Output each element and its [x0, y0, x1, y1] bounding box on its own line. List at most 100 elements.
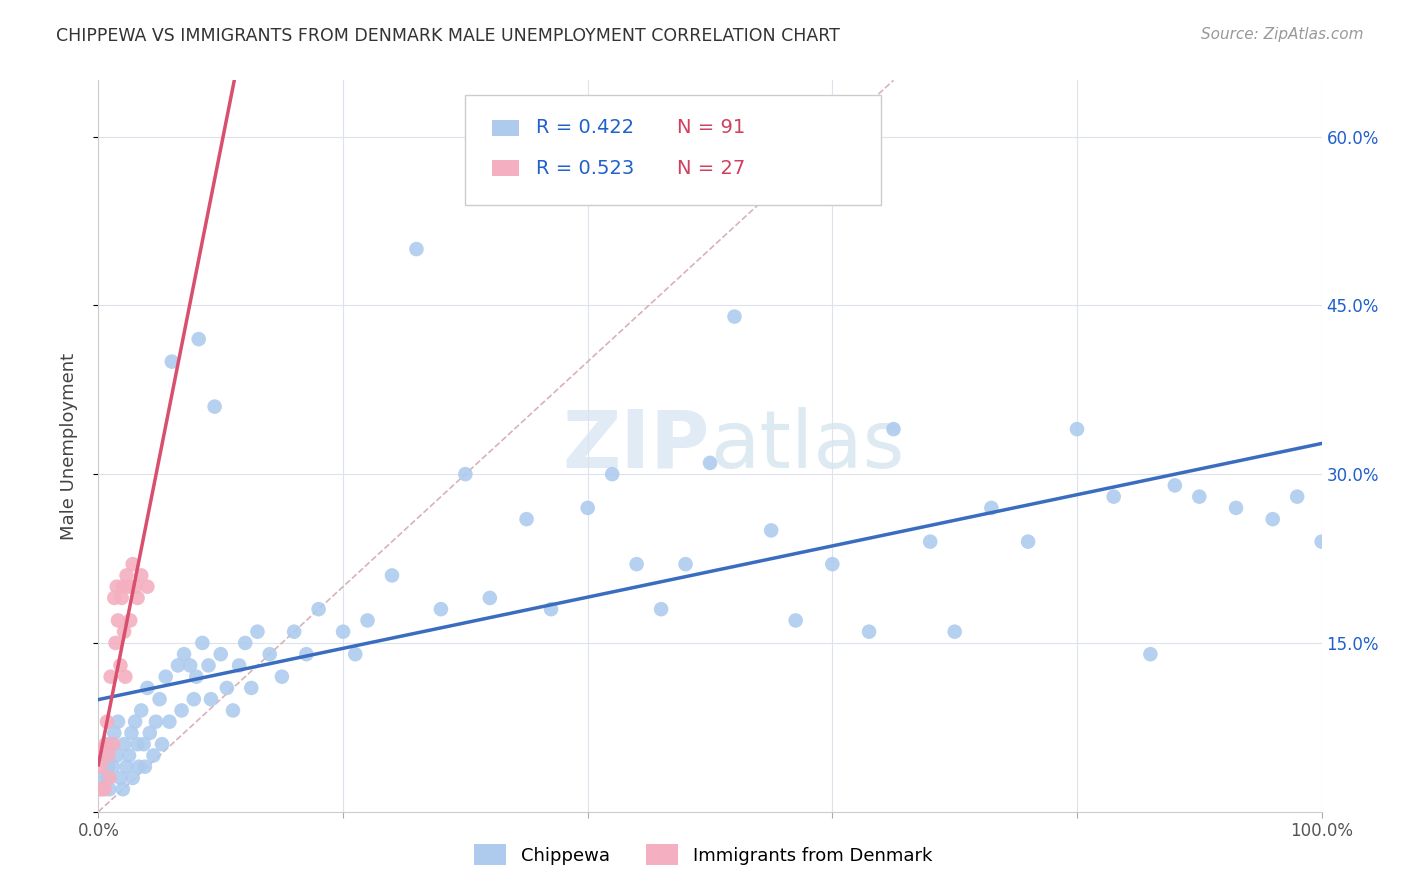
Point — [222, 703, 245, 717]
Point — [1102, 490, 1125, 504]
Point — [103, 726, 125, 740]
Legend: Chippewa, Immigrants from Denmark: Chippewa, Immigrants from Denmark — [465, 835, 941, 874]
Point — [129, 703, 152, 717]
FancyBboxPatch shape — [465, 95, 882, 204]
Point — [332, 624, 354, 639]
Point — [110, 658, 132, 673]
Point — [111, 782, 134, 797]
Point — [240, 681, 263, 695]
Point — [100, 737, 122, 751]
Point — [124, 580, 146, 594]
Point — [124, 714, 146, 729]
Point — [111, 591, 134, 605]
Point — [187, 332, 209, 346]
Point — [98, 771, 121, 785]
Point — [100, 670, 122, 684]
Point — [209, 647, 232, 661]
Point — [115, 568, 138, 582]
Point — [91, 743, 114, 757]
Point — [160, 354, 183, 368]
Point — [1164, 478, 1187, 492]
Point — [650, 602, 672, 616]
Point — [134, 760, 156, 774]
Point — [90, 760, 112, 774]
Point — [246, 624, 269, 639]
Point — [97, 760, 120, 774]
Point — [93, 748, 115, 763]
Point — [295, 647, 318, 661]
Point — [1310, 534, 1333, 549]
Point — [675, 557, 697, 571]
Point — [101, 737, 124, 751]
Text: N = 91: N = 91 — [678, 119, 745, 137]
Point — [94, 737, 117, 751]
Point — [145, 714, 167, 729]
Point — [89, 782, 111, 797]
Point — [821, 557, 844, 571]
Point — [103, 591, 125, 605]
Point — [115, 760, 138, 774]
FancyBboxPatch shape — [492, 160, 519, 176]
Text: R = 0.523: R = 0.523 — [536, 159, 634, 178]
Point — [129, 568, 152, 582]
Point — [91, 782, 114, 797]
Point — [110, 771, 132, 785]
Point — [132, 737, 155, 751]
Point — [93, 782, 115, 797]
Point — [127, 591, 149, 605]
Point — [136, 681, 159, 695]
Point — [112, 737, 135, 751]
Y-axis label: Male Unemployment: Male Unemployment — [59, 352, 77, 540]
Text: R = 0.422: R = 0.422 — [536, 119, 634, 137]
Point — [101, 760, 124, 774]
Point — [283, 624, 305, 639]
Point — [1017, 534, 1039, 549]
Point — [1286, 490, 1309, 504]
Point — [105, 748, 128, 763]
Point — [858, 624, 880, 639]
Point — [1188, 490, 1211, 504]
Point — [515, 512, 537, 526]
FancyBboxPatch shape — [492, 120, 519, 136]
Point — [215, 681, 238, 695]
Point — [105, 580, 128, 594]
Point — [136, 580, 159, 594]
Point — [186, 670, 208, 684]
Point — [576, 500, 599, 515]
Point — [600, 467, 623, 482]
Text: Source: ZipAtlas.com: Source: ZipAtlas.com — [1201, 27, 1364, 42]
Point — [228, 658, 250, 673]
Text: ZIP: ZIP — [562, 407, 710, 485]
Point — [381, 568, 404, 582]
Point — [1066, 422, 1088, 436]
Point — [149, 692, 172, 706]
Point — [142, 748, 165, 763]
Point — [107, 714, 129, 729]
Point — [626, 557, 648, 571]
Point — [1225, 500, 1247, 515]
Point — [155, 670, 177, 684]
Point — [1139, 647, 1161, 661]
Point — [183, 692, 205, 706]
Point — [270, 670, 294, 684]
Point — [200, 692, 222, 706]
Point — [97, 748, 120, 763]
Point — [405, 242, 427, 256]
Point — [699, 456, 721, 470]
Point — [540, 602, 562, 616]
Point — [204, 400, 226, 414]
Point — [89, 771, 111, 785]
Point — [173, 647, 195, 661]
Point — [107, 614, 129, 628]
Text: N = 27: N = 27 — [678, 159, 745, 178]
Point — [980, 500, 1002, 515]
Point — [118, 748, 141, 763]
Point — [197, 658, 219, 673]
Point — [98, 782, 121, 797]
Point — [430, 602, 453, 616]
Point — [96, 771, 118, 785]
Point — [179, 658, 201, 673]
Text: atlas: atlas — [710, 407, 904, 485]
Point — [259, 647, 281, 661]
Point — [454, 467, 477, 482]
